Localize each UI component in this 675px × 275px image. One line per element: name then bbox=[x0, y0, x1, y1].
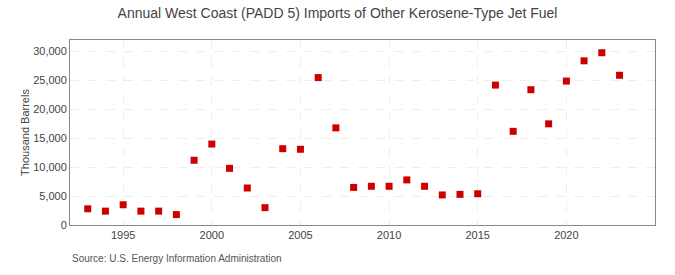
svg-text:2000: 2000 bbox=[200, 229, 224, 241]
svg-text:2005: 2005 bbox=[288, 229, 312, 241]
svg-text:5,000: 5,000 bbox=[39, 190, 67, 202]
svg-text:20,000: 20,000 bbox=[33, 103, 67, 115]
svg-text:2010: 2010 bbox=[377, 229, 401, 241]
svg-text:10,000: 10,000 bbox=[33, 161, 67, 173]
svg-text:Thousand Barrels: Thousand Barrels bbox=[19, 89, 31, 176]
svg-text:Annual West Coast (PADD 5) Imp: Annual West Coast (PADD 5) Imports of Ot… bbox=[118, 5, 558, 21]
svg-text:25,000: 25,000 bbox=[33, 74, 67, 86]
svg-text:0: 0 bbox=[61, 219, 67, 231]
svg-text:Source: U.S. Energy Informatio: Source: U.S. Energy Information Administ… bbox=[72, 253, 282, 264]
svg-text:2015: 2015 bbox=[465, 229, 489, 241]
svg-text:1995: 1995 bbox=[111, 229, 135, 241]
svg-text:2020: 2020 bbox=[554, 229, 578, 241]
svg-text:15,000: 15,000 bbox=[33, 132, 67, 144]
svg-text:30,000: 30,000 bbox=[33, 45, 67, 57]
